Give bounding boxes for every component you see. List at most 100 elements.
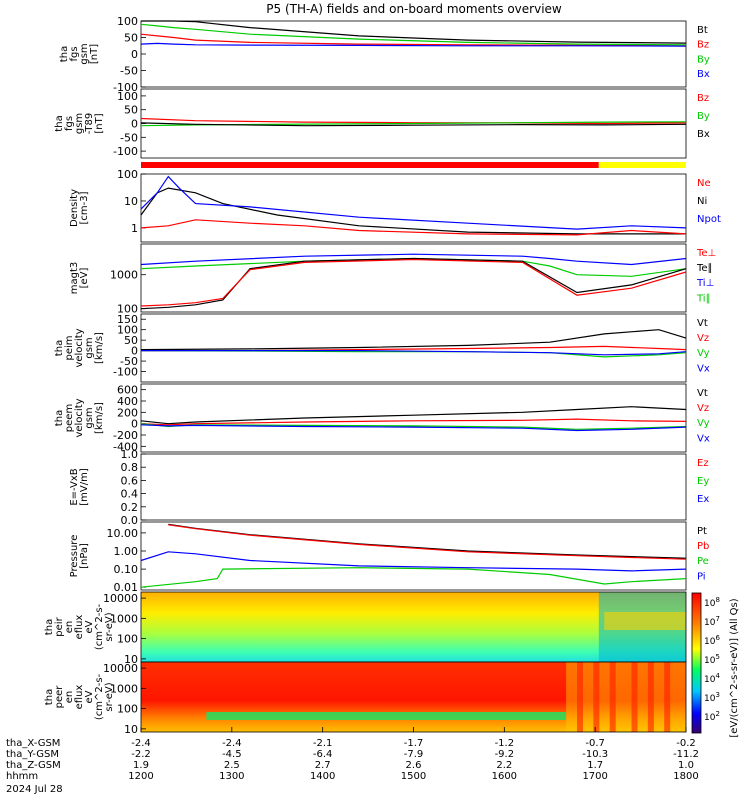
efield-legend-Ez: Ez xyxy=(697,458,709,469)
fgs_dlta-ytick-label: -100 xyxy=(113,145,138,158)
peem_velocity-legend-Vx: Vx xyxy=(697,433,710,444)
temperature-ylabel-line: [eV] xyxy=(79,268,90,289)
peer-streak-1 xyxy=(593,662,600,732)
x-axis-row-label: tha_Y-GSM xyxy=(6,749,59,760)
efield-ytick-label: 0.0 xyxy=(121,514,139,527)
peem_velocity-ytick-label: 400 xyxy=(117,395,138,408)
x-axis-value: 1200 xyxy=(128,771,153,782)
peim_velocity-ytick-label: 0 xyxy=(131,345,138,358)
peer_spec-ylabel-line: peer xyxy=(54,685,65,709)
colorbar-tick-label: 106 xyxy=(704,634,720,647)
pressure-axes-box xyxy=(140,521,687,591)
pressure-ylabel-line: [nPa] xyxy=(79,543,90,569)
x-axis-value: -10.3 xyxy=(582,749,608,760)
peem_velocity-ylabel-line: velocity xyxy=(74,398,85,437)
fgs_dlta-ytick-label: 50 xyxy=(124,104,138,117)
peim_velocity-ylabel-line: [km/s] xyxy=(94,332,105,364)
fgs-ytick-label: -50 xyxy=(120,65,138,78)
fgs_dlta-series-By xyxy=(140,121,687,127)
peer_spec-ylabel-line: tha xyxy=(44,689,55,705)
fgs-legend-Bx: Bx xyxy=(697,69,710,80)
temperature-ylabel-line: magt3 xyxy=(69,262,80,295)
fgs-legend-Bz: Bz xyxy=(697,40,709,51)
x-axis-value: -2.1 xyxy=(313,738,333,749)
x-axis-value: 1.0 xyxy=(678,760,694,771)
fgs_dlta-ylabel-line: gsm xyxy=(74,113,85,134)
x-axis-value: -2.4 xyxy=(222,738,242,749)
efield-legend-Ex: Ex xyxy=(697,494,709,505)
peem_velocity-legend-Vz: Vz xyxy=(697,403,709,414)
peim_velocity-series-Vx xyxy=(141,350,687,356)
fgs_dlta-series-Bx xyxy=(140,122,687,127)
temperature-ytick-label: 100 xyxy=(117,303,138,316)
x-axis-date: 2024 Jul 28 xyxy=(6,784,63,795)
density-legend-Npot: Npot xyxy=(697,214,721,225)
peem_velocity-ytick-label: 600 xyxy=(117,384,138,397)
x-axis-value: 2.6 xyxy=(406,760,422,771)
peer_spec-ylabel-line: sr-eV) xyxy=(104,682,115,711)
peer_spec-ylabel-line: eV xyxy=(84,690,95,703)
peem_velocity-ytick-label: 0 xyxy=(131,418,138,431)
density-ytick-label: 1 xyxy=(131,222,138,235)
density-series-Npot xyxy=(140,175,687,230)
density-ytick-label: 10 xyxy=(124,195,138,208)
fgs-series-Bt xyxy=(141,20,687,44)
pressure-series-Pt xyxy=(168,523,687,559)
x-axis-value: 1.9 xyxy=(133,760,149,771)
efield-ytick-label: 0.8 xyxy=(121,461,139,474)
panel-peer_spec: 10000 1000 100 10 tha peer en eflux eV (cm^2-s-sr… xyxy=(44,661,687,736)
peir_spec-ytick-label: 100 xyxy=(117,633,138,646)
fgs-ytick-label: 0 xyxy=(131,48,138,61)
peim_velocity-ytick-label: 150 xyxy=(117,313,138,326)
fgs-ylabel-line: tha xyxy=(59,46,70,62)
peim_velocity-legend-Vy: Vy xyxy=(697,348,710,359)
efield-ytick-label: 0.4 xyxy=(121,488,139,501)
x-axis-value: 2.5 xyxy=(224,760,240,771)
peir_spec-ytick-label: 10000 xyxy=(103,592,138,605)
fgs_dlta-ytick-label: 0 xyxy=(131,118,138,131)
fgs-ytick-label: 100 xyxy=(117,15,138,28)
peim_velocity-ylabel-line: tha xyxy=(54,340,65,356)
peir_spec-ylabel-line: en xyxy=(64,621,75,634)
x-axis-value: 1800 xyxy=(673,771,698,782)
chart-title: P5 (TH-A) fields and on-board moments ov… xyxy=(266,2,562,16)
fgs_dlta-legend-By: By xyxy=(697,111,710,122)
x-axis-value: 1400 xyxy=(310,771,335,782)
peir-mid-band xyxy=(604,612,686,630)
pressure-series-Pb xyxy=(168,524,687,560)
panel-peir_spec: 10000 1000 100 10 tha peir en eflux eV (cm^2-s-sr… xyxy=(44,591,687,666)
colorbar-gradient xyxy=(691,592,702,734)
colorbar-label: [eV/(cm^2-s-sr-eV)] (All Qs) xyxy=(729,598,740,737)
pressure-ytick-label: 10.00 xyxy=(107,527,139,540)
fgs-series-By xyxy=(140,23,687,46)
x-axis-row-label: hhmm xyxy=(6,771,38,782)
temperature-ytick-label: 1000 xyxy=(110,269,138,282)
fgs_dlta-series-Bz xyxy=(140,117,687,125)
temperature-series-Ti⊥ xyxy=(140,253,687,266)
x-axis-value: -4.5 xyxy=(222,749,242,760)
peim_velocity-legend-Vt: Vt xyxy=(697,318,708,329)
fgs_dlta-ytick-label: -50 xyxy=(120,131,138,144)
pressure-series-Pe xyxy=(140,567,687,588)
temperature-series-Te⊥ xyxy=(140,258,687,307)
colorbar-tick-label: 104 xyxy=(704,672,720,685)
efield-axes-box xyxy=(140,453,687,521)
colorbar-tick-label: 103 xyxy=(704,691,720,704)
x-axis-value: -6.4 xyxy=(313,749,333,760)
panel-pressure: 10.00 1.00 0.10 0.01 Pressure [nPa] Pt Pb Pe Pi xyxy=(69,521,709,594)
colorbar-tick-label: 102 xyxy=(704,710,720,723)
efield-ylabel-line: [mV/m] xyxy=(79,468,90,506)
x-axis-value: 1700 xyxy=(582,771,607,782)
x-axis-value: 2.2 xyxy=(496,760,512,771)
efield-ytick-label: 1.0 xyxy=(121,448,139,461)
density-series-Ni xyxy=(140,187,686,235)
colorbar: 108 107 106 105 104 103 102 [eV/(cm^2-s-sr-eV)… xyxy=(691,592,740,738)
peer_spec-ylabel-line: eflux xyxy=(74,685,85,710)
peir_spec-heatmap xyxy=(141,592,686,662)
peir_spec-ylabel-line: eV xyxy=(84,620,95,633)
fgs-axes-box xyxy=(140,20,687,88)
pressure-legend-Pe: Pe xyxy=(697,556,709,567)
peer-streak-4 xyxy=(647,662,654,732)
